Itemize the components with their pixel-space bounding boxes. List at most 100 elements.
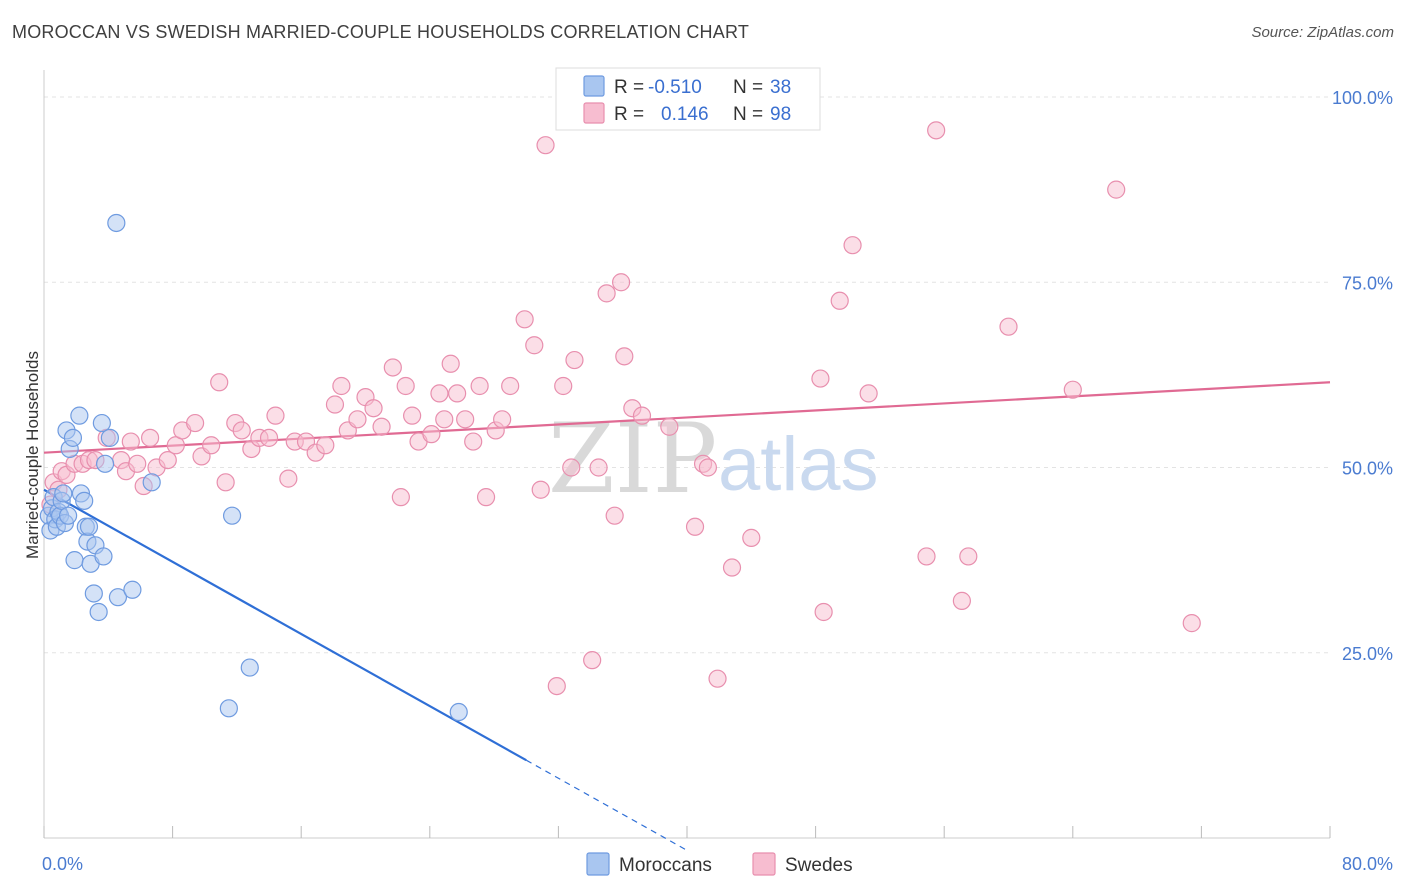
swedes-point — [202, 436, 221, 455]
moroccans-point — [79, 517, 99, 536]
y-tick-label: 75.0% — [1342, 273, 1393, 293]
y-tick-label: 50.0% — [1342, 459, 1393, 479]
swedes-point — [611, 273, 631, 292]
chart-title: MOROCCAN VS SWEDISH MARRIED-COUPLE HOUSE… — [12, 22, 750, 42]
x-tick-labels: 0.0% 80.0% — [42, 854, 1393, 874]
legend-n-label-moroccans: N = — [733, 77, 763, 98]
bottom-legend-swatch-moroccans — [586, 852, 610, 876]
swedes-point — [959, 547, 978, 566]
swedes-point — [814, 602, 833, 622]
x-tick-label: 80.0% — [1342, 854, 1393, 874]
legend-n-value-moroccans: 38 — [770, 77, 791, 98]
swedes-point — [722, 558, 742, 577]
swedes-point — [501, 376, 520, 396]
swedes-point — [140, 428, 160, 447]
grid-lines — [44, 96, 1330, 654]
swedes-point — [562, 458, 581, 477]
swedes-point — [158, 450, 177, 470]
swedes-point — [316, 436, 335, 455]
moroccans-point — [222, 506, 242, 525]
bottom-legend-label-swedes: Swedes — [785, 855, 853, 876]
swedes-point — [279, 469, 298, 488]
swedes-point — [547, 676, 566, 696]
legend-r-value-moroccans: -0.510 — [648, 77, 702, 98]
y-tick-label: 100.0% — [1332, 88, 1393, 108]
moroccans-point — [59, 506, 78, 525]
source-label: Source: ZipAtlas.com — [1251, 24, 1394, 41]
bottom-legend: Moroccans Swedes — [586, 852, 853, 876]
swedes-point — [698, 458, 717, 477]
moroccans-point — [63, 428, 83, 447]
bottom-legend-label-moroccans: Moroccans — [619, 855, 712, 876]
swedes-point — [565, 350, 584, 370]
swedes-point — [589, 458, 608, 477]
swedes-point — [266, 406, 285, 425]
swedes-point — [632, 406, 652, 425]
swedes-point — [685, 517, 705, 536]
moroccans-point — [449, 702, 468, 722]
moroccans-point — [95, 454, 115, 473]
bottom-legend-swatch-swedes — [752, 852, 776, 876]
legend-r-value-swedes: 0.146 — [661, 104, 709, 125]
swedes-points — [41, 87, 1201, 696]
swedes-point — [391, 488, 410, 507]
swedes-point — [348, 410, 367, 429]
moroccans-point — [54, 484, 73, 503]
legend-n-label-swedes: N = — [733, 104, 763, 125]
swedes-point — [493, 410, 512, 429]
swedes-point — [430, 384, 449, 403]
moroccans-trend-extension — [525, 759, 688, 851]
swedes-point — [605, 506, 624, 525]
swedes-point — [332, 376, 351, 396]
swedes-point — [435, 410, 454, 429]
watermark-zip: ZIP — [548, 403, 717, 515]
legend-swatch-swedes — [583, 102, 605, 124]
swedes-point — [999, 317, 1018, 336]
swedes-point — [464, 432, 483, 451]
top-legend: R = -0.510 N = 38 R = 0.146 N = 98 — [555, 67, 821, 131]
swedes-point — [536, 136, 555, 155]
swedes-point — [952, 591, 971, 610]
swedes-point — [843, 236, 862, 255]
y-tick-label: 25.0% — [1342, 644, 1393, 664]
moroccans-point — [142, 473, 161, 492]
swedes-point — [708, 669, 727, 688]
moroccans-point — [94, 547, 113, 566]
moroccans-points — [39, 213, 468, 722]
swedes-point — [372, 417, 391, 436]
moroccans-point — [75, 491, 94, 510]
legend-r-label-swedes: R = — [614, 104, 644, 125]
swedes-point — [186, 413, 205, 433]
swedes-point — [210, 373, 229, 392]
swedes-point — [232, 421, 251, 440]
legend-swatch-moroccans — [583, 75, 605, 97]
swedes-point — [128, 454, 147, 473]
swedes-point — [1182, 614, 1201, 633]
x-tick-label: 0.0% — [42, 854, 83, 874]
swedes-point — [583, 651, 602, 670]
watermark-atlas: atlas — [718, 422, 879, 507]
swedes-point — [660, 417, 679, 436]
moroccans-point — [65, 551, 84, 570]
swedes-point — [456, 410, 475, 429]
swedes-point — [927, 121, 946, 140]
swedes-point — [531, 480, 550, 499]
swedes-point — [742, 528, 761, 547]
swedes-point — [917, 547, 936, 566]
moroccans-point — [92, 413, 111, 433]
moroccans-point — [89, 602, 108, 622]
swedes-point — [615, 347, 634, 366]
axes — [43, 70, 1331, 839]
swedes-point — [259, 428, 279, 447]
swedes-point — [525, 336, 544, 355]
swedes-point — [448, 384, 467, 403]
swedes-point — [403, 406, 422, 425]
moroccans-point — [100, 428, 120, 447]
swedes-point — [364, 399, 383, 418]
swedes-point — [396, 376, 415, 396]
swedes-point — [121, 432, 140, 451]
swedes-point — [811, 369, 830, 388]
swedes-point — [597, 284, 616, 303]
swedes-point — [470, 376, 489, 396]
swedes-point — [422, 425, 441, 444]
